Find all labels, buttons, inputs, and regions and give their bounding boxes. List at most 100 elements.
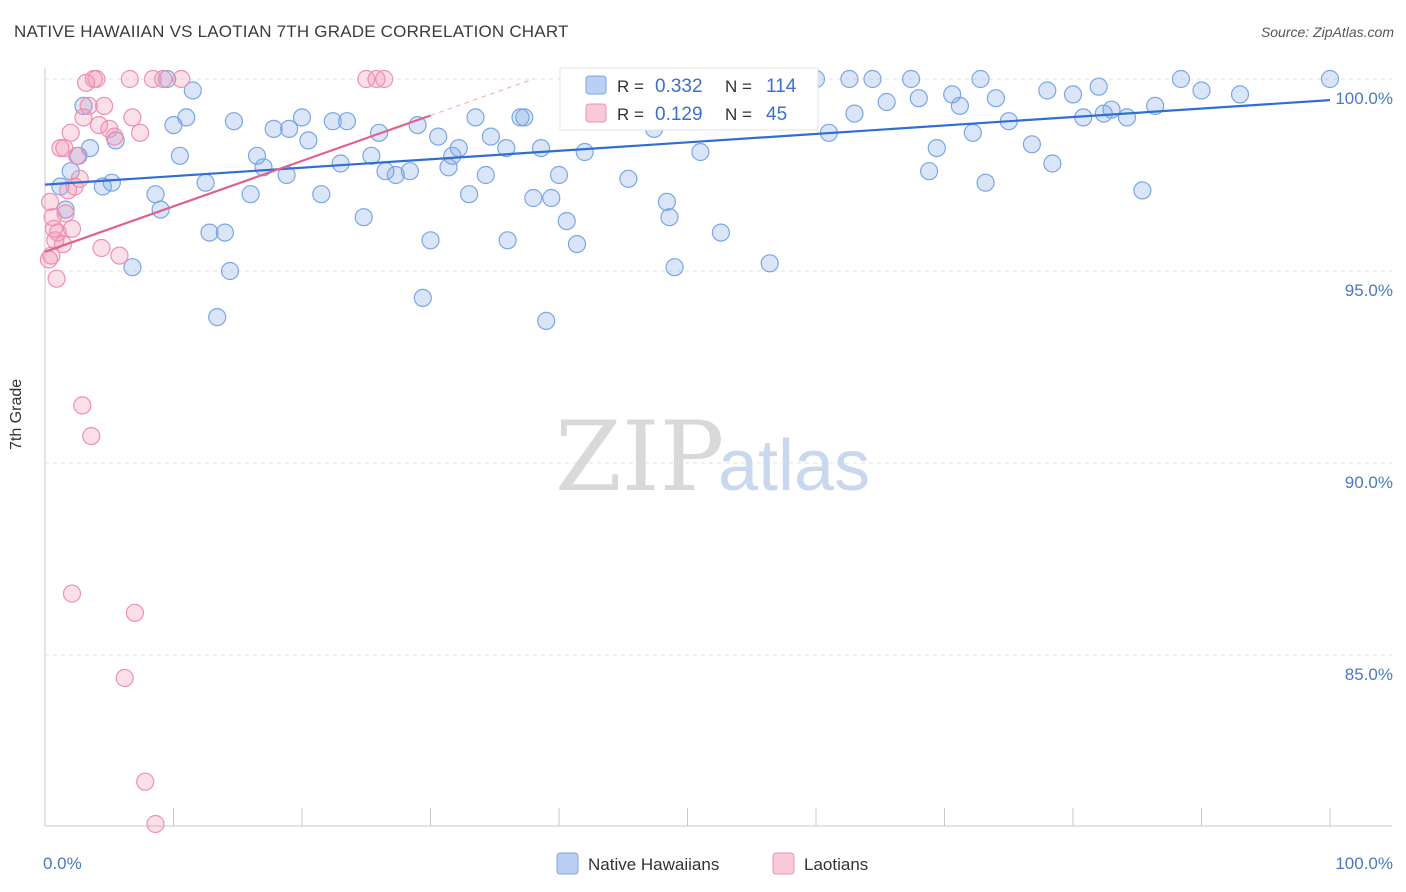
point-native-hawaiians-28	[280, 119, 299, 138]
point-native-hawaiians-113	[1192, 81, 1211, 100]
stats-n-label-2: N =	[725, 105, 752, 124]
point-native-hawaiians-67	[619, 169, 638, 188]
point-laotians-32	[123, 108, 142, 127]
series-legend: Native Hawaiians Laotians	[556, 852, 868, 875]
trend-line-native-hawaiians	[44, 99, 1331, 186]
point-native-hawaiians-57	[531, 139, 551, 158]
point-native-hawaiians-18	[200, 223, 219, 242]
point-laotians-39	[172, 69, 191, 89]
point-laotians-7	[48, 223, 68, 242]
point-native-hawaiians-16	[183, 81, 202, 100]
point-native-hawaiians-39	[386, 165, 405, 185]
point-laotians-41	[55, 139, 74, 158]
point-native-hawaiians-24	[247, 146, 267, 165]
point-native-hawaiians-9	[123, 258, 142, 277]
point-native-hawaiians-15	[177, 108, 196, 127]
point-laotians-12	[61, 123, 80, 142]
y-tick-label-2: 90.0%	[1345, 473, 1393, 492]
point-laotians-21	[82, 427, 101, 446]
point-laotians-10	[56, 204, 75, 223]
axes	[44, 68, 1392, 827]
point-native-hawaiians-74	[691, 142, 710, 162]
point-laotians-36	[143, 69, 162, 89]
point-native-hawaiians-42	[413, 288, 432, 307]
point-laotians-33	[125, 603, 144, 622]
point-native-hawaiians-7	[102, 173, 121, 192]
point-native-hawaiians-89	[877, 92, 896, 112]
point-native-hawaiians-60	[549, 165, 569, 185]
point-native-hawaiians-14	[170, 146, 189, 165]
point-native-hawaiians-29	[292, 108, 312, 127]
point-native-hawaiians-61	[557, 212, 576, 231]
point-native-hawaiians-52	[497, 139, 516, 158]
point-laotians-17	[73, 396, 92, 415]
point-native-hawaiians-90	[901, 69, 921, 89]
point-native-hawaiians-96	[963, 123, 982, 142]
stats-n-value-2: 45	[766, 104, 787, 125]
stats-swatch-laotians	[585, 103, 607, 123]
point-laotians-26	[94, 96, 114, 116]
point-native-hawaiians-92	[919, 162, 939, 181]
point-native-hawaiians-103	[1043, 154, 1062, 173]
trend-lines	[44, 78, 1331, 253]
point-native-hawaiians-49	[466, 108, 485, 127]
point-native-hawaiians-109	[1117, 108, 1137, 127]
point-laotians-34	[131, 123, 150, 142]
watermark: ZIP atlas	[555, 401, 870, 513]
legend-label-native-hawaiians: Native Hawaiians	[588, 855, 719, 874]
chart-source: Source: ZipAtlas.com	[1260, 24, 1394, 40]
point-laotians-35	[136, 772, 155, 791]
point-native-hawaiians-50	[476, 165, 495, 185]
point-native-hawaiians-70	[660, 208, 679, 227]
point-laotians-18	[74, 108, 93, 127]
point-laotians-20	[79, 96, 98, 116]
point-native-hawaiians-51	[481, 127, 500, 146]
point-native-hawaiians-36	[362, 146, 381, 165]
x-tick-label-0: 0.0%	[43, 854, 82, 873]
stats-swatch-native-hawaiians	[585, 75, 607, 95]
point-native-hawaiians-33	[331, 154, 350, 173]
point-native-hawaiians-11	[151, 200, 170, 219]
point-laotians-29	[110, 246, 129, 265]
stats-legend: R = 0.332 N = 114 R = 0.129 N = 45	[559, 67, 819, 131]
y-tick-label-1: 95.0%	[1345, 281, 1393, 300]
point-laotians-25	[92, 238, 111, 258]
stats-n-value-1: 114	[766, 76, 797, 97]
point-native-hawaiians-98	[976, 173, 995, 192]
point-native-hawaiians-40	[400, 162, 419, 181]
stats-r-value-1: 0.332	[655, 76, 703, 97]
point-native-hawaiians-101	[1022, 135, 1042, 154]
legend-swatch-native-hawaiians	[556, 852, 579, 875]
point-native-hawaiians-30	[299, 131, 318, 150]
point-native-hawaiians-55	[515, 108, 534, 127]
point-laotians-13	[62, 219, 82, 238]
point-native-hawaiians-95	[950, 96, 970, 116]
point-native-hawaiians-53	[498, 231, 517, 250]
point-laotians-31	[120, 69, 139, 89]
chart-title: NATIVE HAWAIIAN VS LAOTIAN 7TH GRADE COR…	[14, 22, 569, 41]
point-native-hawaiians-76	[711, 223, 731, 242]
watermark-atlas: atlas	[718, 426, 870, 506]
legend-swatch-laotians	[772, 852, 795, 875]
x-tick-label-1: 100.0%	[1335, 854, 1393, 873]
point-native-hawaiians-112	[1171, 69, 1191, 89]
point-native-hawaiians-32	[323, 112, 342, 131]
point-laotians-40	[62, 584, 82, 603]
point-laotians-23	[87, 69, 106, 89]
stats-n-label-1: N =	[725, 77, 752, 96]
point-laotians-16	[70, 169, 89, 188]
point-native-hawaiians-22	[224, 112, 243, 131]
point-laotians-43	[367, 69, 386, 89]
point-native-hawaiians-56	[524, 188, 543, 208]
point-native-hawaiians-17	[196, 173, 215, 192]
point-laotians-37	[146, 814, 165, 834]
point-native-hawaiians-114	[1230, 85, 1250, 104]
point-native-hawaiians-91	[909, 89, 928, 108]
point-native-hawaiians-104	[1063, 85, 1083, 104]
point-laotians-30	[115, 668, 134, 688]
trend-extension-laotians	[430, 78, 534, 116]
watermark-zip: ZIP	[555, 401, 724, 513]
point-native-hawaiians-86	[840, 69, 859, 89]
